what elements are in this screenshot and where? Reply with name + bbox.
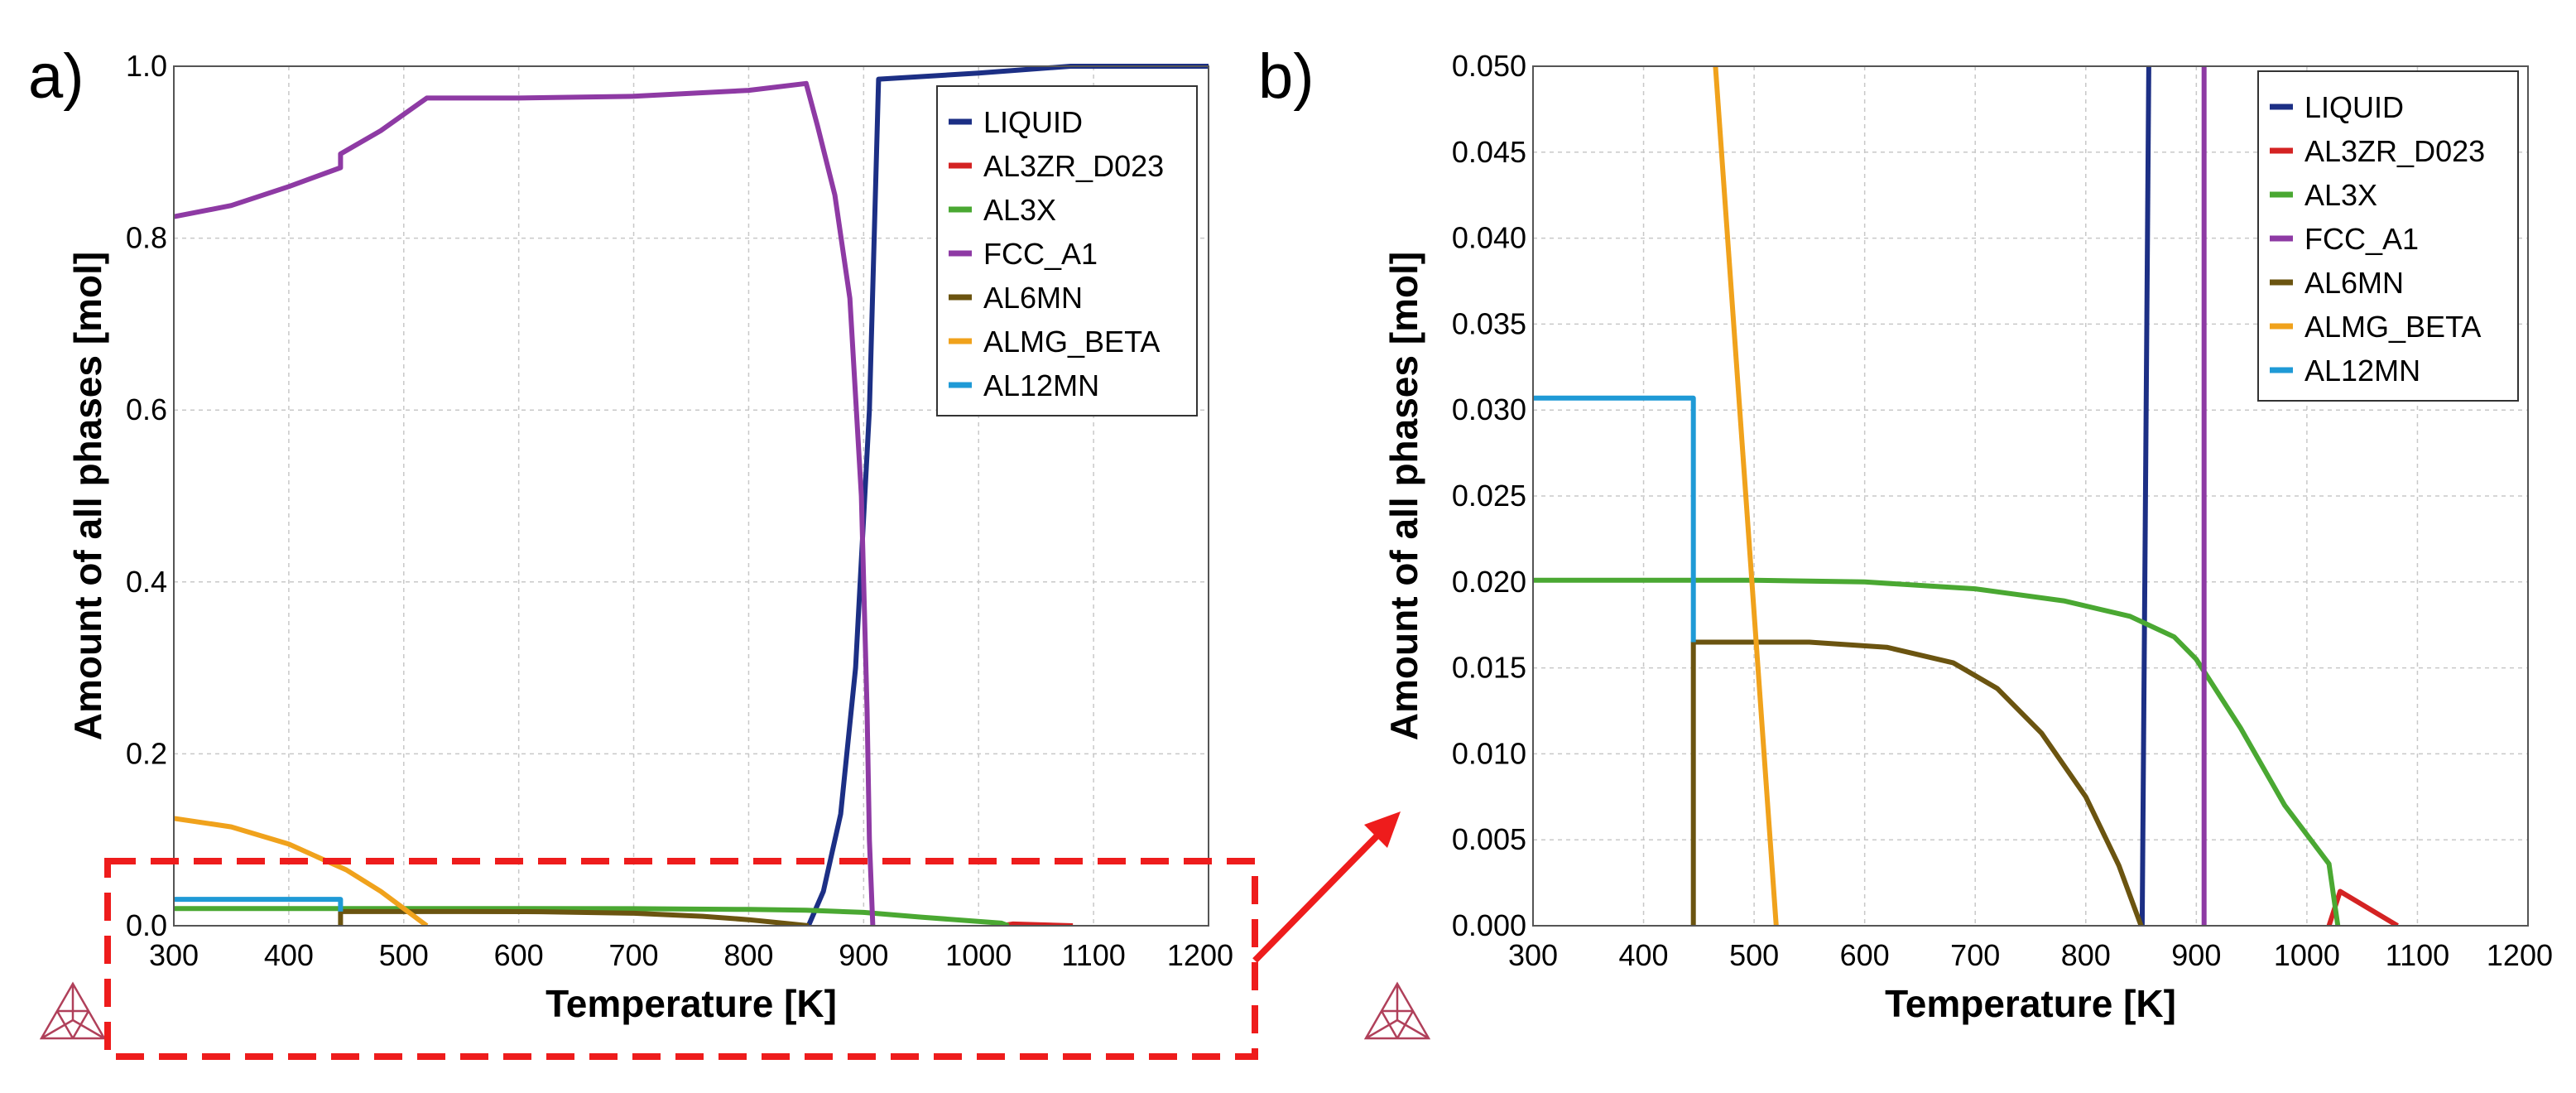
y-tick-label: 0.040	[1452, 221, 1526, 255]
series-layer-a	[174, 64, 1209, 926]
y-tick-label: 0.020	[1452, 565, 1526, 599]
x-tick-label: 1200	[1167, 938, 1233, 972]
x-tick-label: 400	[264, 938, 314, 972]
series-layer-b	[1533, 65, 2399, 926]
series-line-al3zr-d023	[2326, 888, 2399, 926]
legend-label-liquid: LIQUID	[983, 105, 1083, 139]
y-tick-label: 0.4	[126, 565, 167, 599]
legend-label-al6mn: AL6MN	[2304, 266, 2404, 300]
y-tick-label: 0.6	[126, 392, 167, 426]
y-tick-label: 0.025	[1452, 479, 1526, 513]
series-line-fcc-a1	[174, 80, 876, 926]
series-line-al3x	[174, 906, 1010, 926]
legend-label-al12mn: AL12MN	[983, 368, 1099, 402]
x-tick-label: 800	[723, 938, 773, 972]
plot-frame-a	[173, 65, 1209, 927]
series-line-almg-beta	[1713, 65, 1779, 926]
zoom-region-box	[104, 858, 1258, 1060]
legend-box-a	[936, 85, 1198, 416]
x-tick-label: 900	[2171, 938, 2221, 972]
legend-label-fcc-a1: FCC_A1	[2304, 222, 2419, 256]
legend-label-almg-beta: ALMG_BETA	[983, 325, 1160, 359]
x-tick-labels-a: 300 400 500 600 700 800 900 1000 1100 1200	[149, 938, 1233, 972]
x-tick-label: 1000	[2274, 938, 2340, 972]
panel-label-b: b)	[1258, 41, 1314, 112]
legend-box-b	[2257, 70, 2519, 402]
legend-label-liquid: LIQUID	[2304, 90, 2404, 124]
series-line-al6mn	[1690, 639, 2144, 926]
zoom-arrow-head	[1364, 811, 1401, 848]
y-tick-label: 1.0	[126, 49, 167, 83]
y-tick-labels-b: 0.000 0.005 0.010 0.015 0.020 0.025 0.030 0.035…	[1452, 49, 1526, 942]
series-line-almg-beta	[174, 816, 429, 926]
x-tick-label: 700	[1950, 938, 2000, 972]
x-tick-label: 300	[149, 938, 199, 972]
legend-label-al3x: AL3X	[2304, 178, 2377, 212]
thermo-calc-triangle-icon	[1363, 981, 1431, 1040]
series-line-liquid	[2139, 65, 2151, 926]
y-tick-label: 0.005	[1452, 822, 1526, 856]
x-tick-label: 1200	[2487, 938, 2553, 972]
x-tick-labels-b: 300 400 500 600 700 800 900 1000 1100 1200	[1508, 938, 2553, 972]
x-tick-label: 1000	[945, 938, 1012, 972]
x-tick-label: 600	[494, 938, 544, 972]
legend-label-al3zr-d023: AL3ZR_D023	[983, 149, 1164, 183]
x-tick-label: 700	[609, 938, 659, 972]
x-tick-label: 800	[2061, 938, 2111, 972]
y-tick-label: 0.000	[1452, 908, 1526, 942]
y-tick-label: 0.030	[1452, 392, 1526, 426]
legend-label-al3zr-d023: AL3ZR_D023	[2304, 134, 2485, 168]
legend-label-fcc-a1: FCC_A1	[983, 237, 1098, 271]
series-line-al12mn	[174, 897, 344, 912]
y-tick-label: 0.0	[126, 908, 167, 942]
x-axis-title-a: Temperature [K]	[545, 982, 837, 1025]
y-axis-title-b: Amount of all phases [mol]	[1382, 252, 1425, 740]
x-tick-label: 400	[1619, 938, 1669, 972]
y-tick-labels-a: 0.0 0.2 0.4 0.6 0.8 1.0	[126, 49, 167, 942]
y-tick-label: 0.010	[1452, 736, 1526, 770]
series-line-al6mn	[338, 908, 810, 926]
x-tick-label: 900	[839, 938, 888, 972]
y-tick-label: 0.8	[126, 221, 167, 255]
legend-label-al6mn: AL6MN	[983, 281, 1083, 315]
legend-b: LIQUID AL3ZR_D023 AL3X FCC_A1 AL6MN ALMG_BETA…	[2257, 70, 2519, 402]
chart-panel-a: a) 300 400 500 600 700 800 900 1000 1100 1200 0.0…	[28, 41, 1233, 1040]
y-axis-title-a: Amount of all phases [mol]	[66, 252, 109, 740]
series-line-liquid	[805, 64, 1209, 926]
plot-frame-b	[1532, 65, 2529, 927]
thermo-calc-triangle-icon	[39, 981, 107, 1040]
x-tick-label: 600	[1840, 938, 1890, 972]
chart-panel-b: b) 300 400 500 600 700 800 900 1000 1100 1200 0.0…	[1258, 41, 2553, 1040]
legend-label-al12mn: AL12MN	[2304, 354, 2420, 388]
y-tick-label: 0.050	[1452, 49, 1526, 83]
x-tick-label: 1100	[1061, 938, 1125, 972]
legend-label-almg-beta: ALMG_BETA	[2304, 310, 2481, 344]
legend-a: LIQUID AL3ZR_D023 AL3X FCC_A1 AL6MN ALMG_BETA…	[936, 85, 1198, 416]
y-tick-label: 0.2	[126, 736, 167, 770]
y-tick-label: 0.015	[1452, 651, 1526, 685]
x-tick-label: 1100	[2386, 938, 2449, 972]
zoom-arrow-line	[1252, 830, 1383, 963]
x-tick-label: 500	[1729, 938, 1779, 972]
x-axis-title-b: Temperature [K]	[1885, 982, 2176, 1025]
x-tick-label: 300	[1508, 938, 1558, 972]
series-line-al12mn	[1533, 395, 1696, 643]
panel-label-a: a)	[28, 41, 84, 112]
x-tick-label: 500	[379, 938, 429, 972]
y-tick-label: 0.035	[1452, 306, 1526, 340]
legend-label-al3x: AL3X	[983, 193, 1056, 227]
y-tick-label: 0.045	[1452, 135, 1526, 169]
